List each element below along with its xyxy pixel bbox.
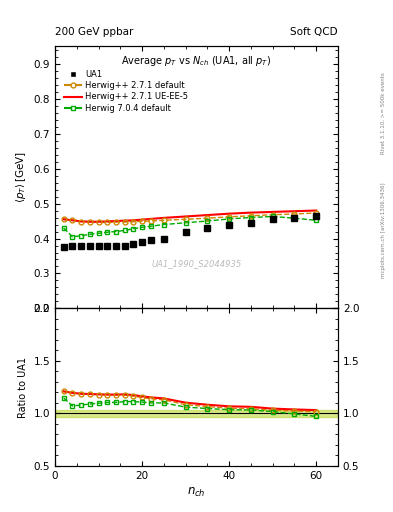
Text: Average $p_T$ vs $N_{ch}$ (UA1, all $p_T$): Average $p_T$ vs $N_{ch}$ (UA1, all $p_T… bbox=[121, 54, 272, 68]
X-axis label: $n_{ch}$: $n_{ch}$ bbox=[187, 486, 206, 499]
Text: mcplots.cern.ch [arXiv:1306.3436]: mcplots.cern.ch [arXiv:1306.3436] bbox=[381, 183, 386, 278]
Y-axis label: $\langle p_T\rangle\,[\mathrm{GeV}]$: $\langle p_T\rangle\,[\mathrm{GeV}]$ bbox=[14, 152, 28, 203]
Legend: UA1, Herwig++ 2.7.1 default, Herwig++ 2.7.1 UE-EE-5, Herwig 7.0.4 default: UA1, Herwig++ 2.7.1 default, Herwig++ 2.… bbox=[62, 69, 190, 114]
Y-axis label: Ratio to UA1: Ratio to UA1 bbox=[18, 357, 28, 418]
Text: UA1_1990_S2044935: UA1_1990_S2044935 bbox=[151, 260, 242, 268]
Bar bbox=[55, 410, 338, 417]
Text: Rivet 3.1.10, >= 500k events: Rivet 3.1.10, >= 500k events bbox=[381, 72, 386, 154]
Text: 200 GeV ppbar: 200 GeV ppbar bbox=[55, 27, 133, 37]
Text: Soft QCD: Soft QCD bbox=[290, 27, 338, 37]
